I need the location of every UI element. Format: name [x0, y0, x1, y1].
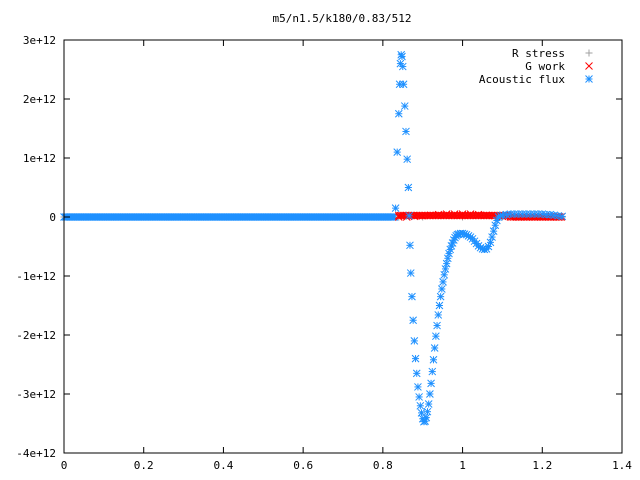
acoustic-flux-point — [406, 269, 415, 277]
x-tick-label: 0.2 — [134, 459, 154, 472]
acoustic-flux-point — [398, 62, 407, 71]
x-tick-label: 1.4 — [612, 459, 632, 472]
acoustic-flux-point — [436, 292, 445, 301]
legend-marker — [585, 62, 593, 70]
acoustic-flux-point — [488, 233, 496, 241]
acoustic-flux-point — [435, 301, 444, 310]
legend-label: G work — [525, 60, 565, 73]
acoustic-flux-point — [422, 413, 431, 422]
acoustic-flux-point — [558, 212, 567, 221]
y-tick-label: -1e+12 — [16, 270, 56, 283]
acoustic-flux-point — [426, 390, 434, 398]
acoustic-flux-point — [393, 148, 402, 156]
legend-marker — [585, 75, 593, 83]
acoustic-flux-point — [432, 332, 440, 341]
x-tick-label: 1.2 — [532, 459, 552, 472]
acoustic-flux-point — [406, 241, 414, 250]
acoustic-flux-point — [410, 337, 419, 345]
x-tick-label: 0.4 — [213, 459, 233, 472]
x-tick-label: 1 — [459, 459, 466, 472]
acoustic-flux-point — [391, 204, 400, 213]
y-tick-label: 1e+12 — [23, 152, 56, 165]
acoustic-flux-point — [402, 127, 410, 136]
acoustic-flux-zero-band — [60, 213, 399, 221]
acoustic-flux-point — [398, 52, 406, 61]
acoustic-flux-point — [399, 80, 408, 89]
acoustic-flux-point — [400, 102, 409, 110]
acoustic-flux-point — [486, 238, 495, 247]
acoustic-flux-point — [423, 407, 432, 416]
acoustic-flux-point — [417, 409, 426, 417]
acoustic-flux-point — [414, 383, 422, 391]
y-tick-label: 2e+12 — [23, 93, 56, 106]
acoustic-flux-point — [416, 401, 425, 410]
acoustic-flux-point — [502, 210, 511, 219]
acoustic-flux-point — [433, 321, 441, 330]
legend-label: R stress — [512, 47, 565, 60]
acoustic-flux-point — [411, 354, 420, 363]
acoustic-flux-point — [412, 369, 421, 378]
acoustic-flux-point — [437, 285, 446, 293]
plot-frame — [63, 39, 623, 454]
legend-label: Acoustic flux — [479, 73, 565, 86]
acoustic-flux-point — [489, 227, 498, 236]
acoustic-flux-point — [439, 278, 447, 286]
y-tick-label: -2e+12 — [16, 329, 56, 342]
acoustic-flux-point — [441, 265, 450, 273]
acoustic-flux-point — [442, 259, 451, 268]
axes-layer: 0 0.2 0.4 0.6 0.8 1 1.2 1.4 3e+12 2e+12 1e+12 0 -1e+… — [16, 34, 632, 472]
y-tick-label: 3e+12 — [23, 34, 56, 47]
acoustic-flux-point — [430, 344, 439, 352]
acoustic-flux-point — [491, 221, 500, 230]
y-tick-label: -4e+12 — [16, 447, 56, 460]
acoustic-flux-point — [427, 379, 435, 388]
legend-marker — [585, 49, 593, 57]
acoustic-flux-point — [403, 155, 412, 164]
x-tick-label: 0.8 — [373, 459, 393, 472]
acoustic-flux-point — [440, 270, 449, 279]
x-tick-label: 0.6 — [293, 459, 313, 472]
acoustic-flux-point — [394, 109, 403, 118]
acoustic-flux-point — [434, 311, 443, 319]
acoustic-flux-point — [424, 400, 433, 408]
acoustic-flux-point — [428, 367, 437, 376]
marks-layer — [60, 50, 567, 426]
x-tick-label: 0 — [61, 459, 68, 472]
acoustic-flux-point — [404, 183, 413, 192]
y-tick-label: 0 — [49, 211, 56, 224]
acoustic-flux-point — [443, 254, 452, 263]
acoustic-flux-point — [405, 211, 414, 220]
acoustic-flux-point — [408, 292, 416, 301]
y-tick-label: -3e+12 — [16, 388, 56, 401]
chart-title: m5/n1.5/k180/0.83/512 — [272, 12, 411, 25]
acoustic-flux-point — [409, 316, 418, 325]
acoustic-flux-point — [415, 393, 423, 401]
acoustic-flux-point — [429, 355, 438, 364]
